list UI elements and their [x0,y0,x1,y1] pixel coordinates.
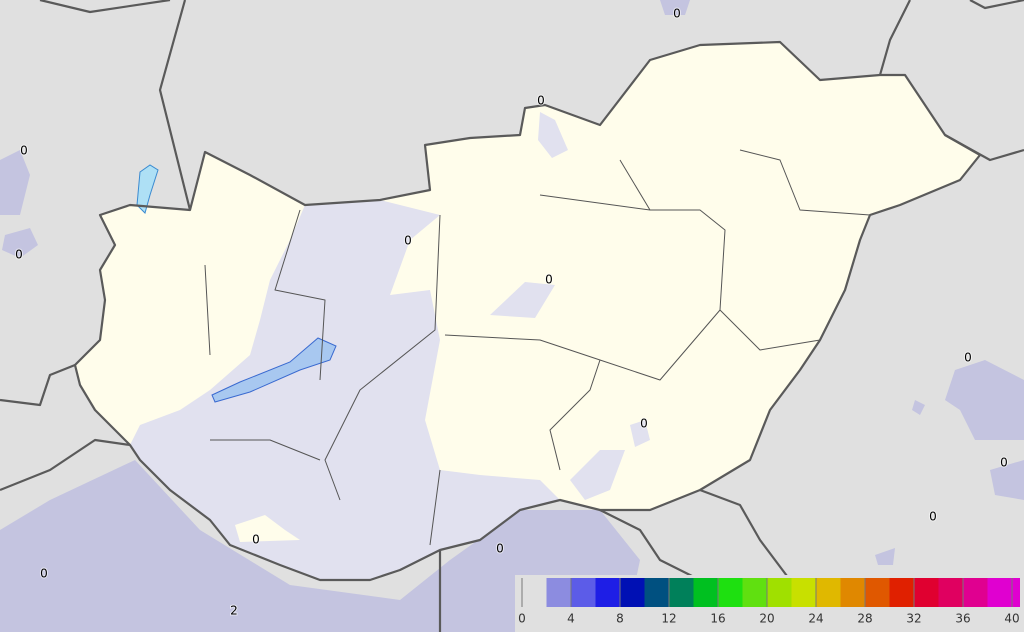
contour-label: 0 [20,144,28,158]
contour-label: 0 [964,351,972,365]
contour-label: 0 [1000,456,1008,470]
contour-label: 2 [230,604,238,618]
colorbar-segment [644,578,669,607]
colorbar-tick-label: 16 [710,612,725,626]
contour-label: 0 [640,417,648,431]
contour-label: 0 [404,234,412,248]
precip-area [130,200,560,580]
colorbar-tick-label: 20 [759,612,774,626]
colorbar-segment [987,578,1012,607]
contour-label: 0 [15,248,23,262]
colorbar-segment [693,578,718,607]
colorbar-segment [791,578,816,607]
precip-area [0,460,640,632]
colorbar-tick-label: 40 [1004,612,1019,626]
colorbar-segment [595,578,620,607]
colorbar-segment [963,578,988,607]
precip-area [490,112,650,500]
contour-label: 0 [252,533,260,547]
colorbar-segment [889,578,914,607]
colorbar-segment [865,578,890,607]
colorbar-segment [914,578,939,607]
colorbar-segment [1012,578,1020,607]
colorbar-tick-label: 36 [955,612,970,626]
contour-label: 0 [537,94,545,108]
contour-label: 0 [40,567,48,581]
colorbar-segment [840,578,865,607]
colorbar-segment [546,578,571,607]
colorbar-segment [669,578,694,607]
colorbar-segment [938,578,963,607]
precip-area [0,150,38,258]
colorbar-segment [620,578,645,607]
colorbar-tick-label: 4 [567,612,575,626]
colorbar-tick-label: 8 [616,612,624,626]
colorbar-tick-label: 12 [661,612,676,626]
colorbar-segment [718,578,743,607]
contour-label: 0 [496,542,504,556]
contour-label: 0 [545,273,553,287]
contour-label: 0 [673,7,681,21]
dry-area [235,515,300,542]
country-border [73,40,982,582]
county-line [204,149,871,546]
colorbar-segment [767,578,792,607]
colorbar-tick-label: 0 [518,612,526,626]
colorbar-segment [742,578,767,607]
colorbar-tick-label: 28 [857,612,872,626]
contour-label: 0 [929,510,937,524]
colorbar-segment [816,578,841,607]
colorbar-segment [571,578,596,607]
colorbar-tick-label: 32 [906,612,921,626]
lake [211,337,337,403]
colorbar-tick-label: 24 [808,612,823,626]
